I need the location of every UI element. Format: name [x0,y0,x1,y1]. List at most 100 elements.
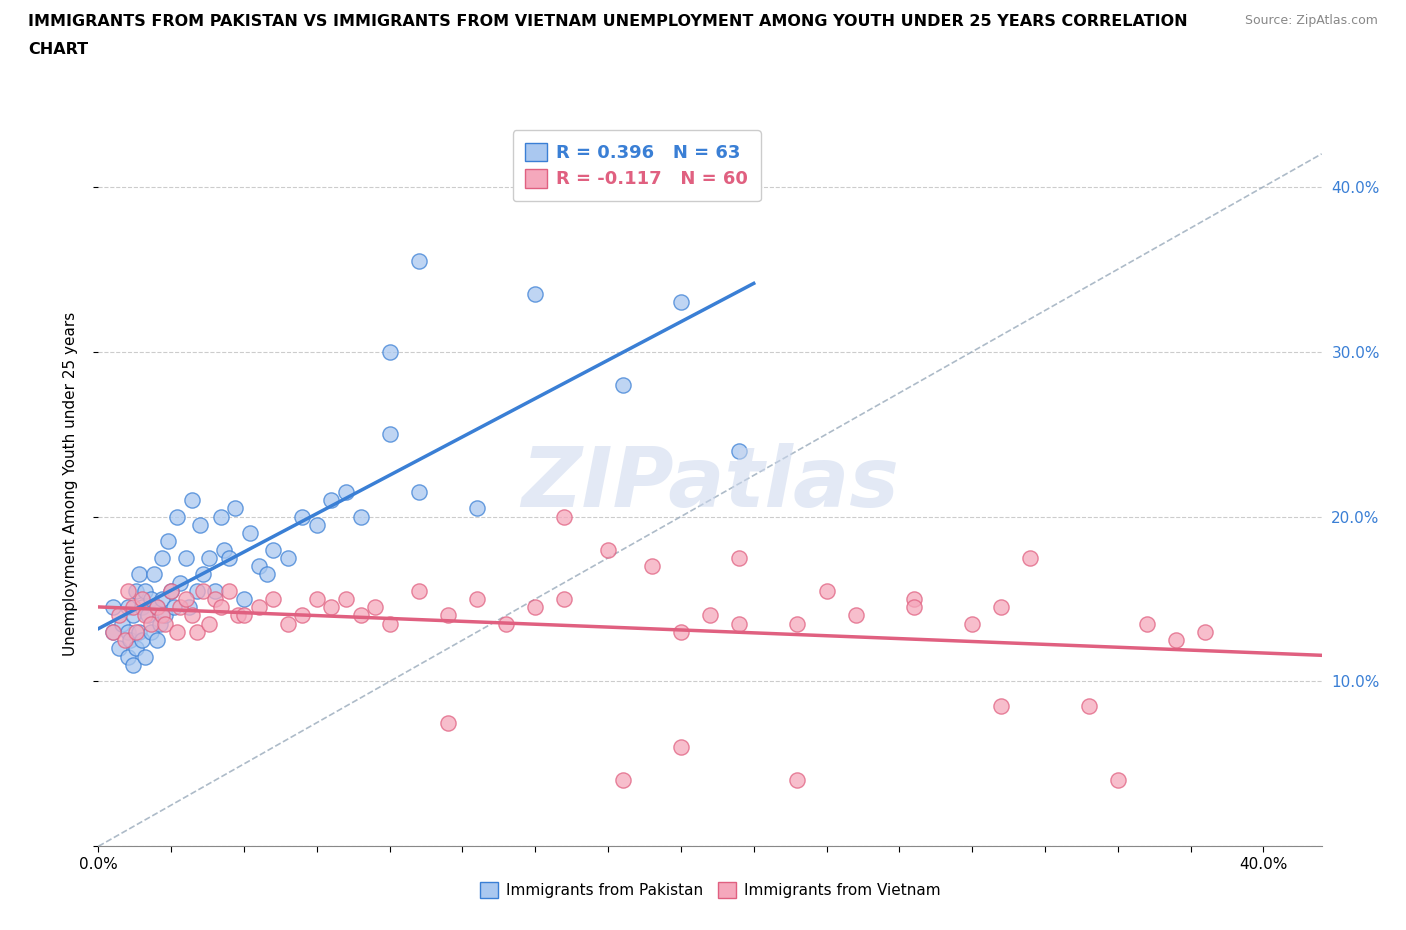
Point [108,641,131,656]
Point [1194,625,1216,640]
Point [209,509,232,524]
Point [903,600,925,615]
Point [114,632,136,647]
Point [960,617,983,631]
Point [174,591,197,606]
Point [198,551,221,565]
Point [131,632,153,647]
Point [349,608,371,623]
Point [378,344,401,359]
Point [117,649,139,664]
Point [553,509,575,524]
Point [335,591,357,606]
Point [145,632,167,647]
Point [699,608,721,623]
Point [166,509,188,524]
Point [122,658,145,672]
Point [111,617,134,631]
Point [378,427,401,442]
Point [262,591,284,606]
Point [291,509,314,524]
Point [408,485,430,499]
Point [728,551,751,565]
Point [845,608,868,623]
Point [125,625,148,640]
Point [193,566,215,582]
Point [128,625,150,640]
Point [990,600,1012,615]
Point [641,559,664,574]
Point [524,286,547,301]
Point [134,608,156,623]
Point [204,591,226,606]
Point [239,525,262,540]
Point [180,608,202,623]
Point [152,551,174,565]
Point [145,600,167,615]
Point [247,600,270,615]
Point [188,517,212,532]
Point [364,600,387,615]
Point [160,583,183,598]
Text: Source: ZipAtlas.com: Source: ZipAtlas.com [1244,14,1378,27]
Point [612,773,634,788]
Point [262,542,284,557]
Legend: Immigrants from Pakistan, Immigrants from Vietnam: Immigrants from Pakistan, Immigrants fro… [474,876,946,904]
Point [335,485,357,499]
Point [155,617,177,631]
Y-axis label: Unemployment Among Youth under 25 years: Unemployment Among Youth under 25 years [63,312,77,656]
Point [224,501,246,516]
Point [120,632,142,647]
Point [139,591,162,606]
Point [139,625,162,640]
Point [815,583,838,598]
Point [186,583,208,598]
Point [139,617,162,631]
Point [117,583,139,598]
Point [131,591,153,606]
Point [669,295,692,310]
Point [157,534,180,549]
Point [149,617,172,631]
Text: CHART: CHART [28,42,89,57]
Point [233,608,256,623]
Point [321,600,343,615]
Point [1019,551,1042,565]
Point [305,517,328,532]
Point [408,583,430,598]
Point [122,608,145,623]
Point [728,444,751,458]
Point [291,608,314,623]
Point [378,617,401,631]
Point [437,715,460,730]
Point [169,575,191,590]
Point [152,608,174,623]
Point [786,773,808,788]
Point [786,617,808,631]
Point [495,617,517,631]
Point [145,600,167,615]
Point [204,583,226,598]
Point [174,551,197,565]
Point [212,542,235,557]
Point [108,608,131,623]
Point [117,600,139,615]
Point [1107,773,1129,788]
Point [256,566,278,582]
Point [465,501,488,516]
Point [247,559,270,574]
Point [728,617,751,631]
Point [152,591,174,606]
Point [226,608,249,623]
Point [169,600,191,615]
Point [180,493,202,508]
Point [990,698,1012,713]
Point [117,625,139,640]
Point [1077,698,1099,713]
Point [193,583,215,598]
Point [596,542,619,557]
Point [669,740,692,755]
Point [553,591,575,606]
Point [122,600,145,615]
Point [305,591,328,606]
